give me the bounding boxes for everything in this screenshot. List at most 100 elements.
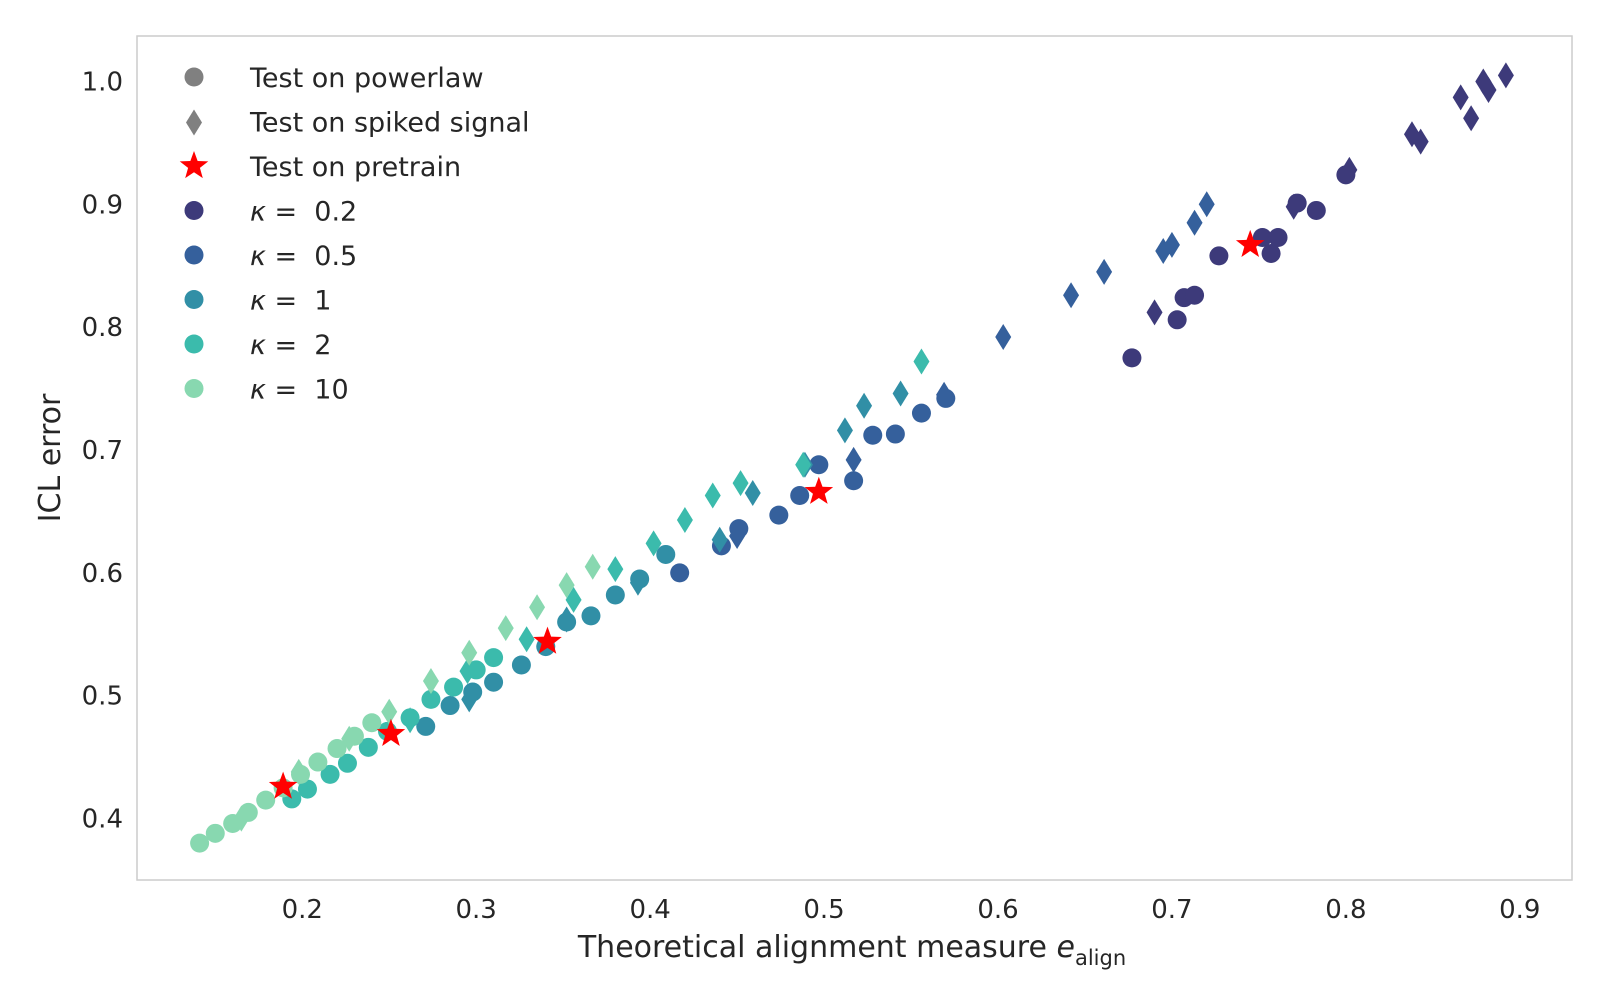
legend-label: κ = 0.2 — [250, 197, 357, 228]
x-tick-label: 0.4 — [629, 895, 670, 925]
y-tick-label: 0.8 — [82, 313, 123, 343]
powerlaw-point — [885, 424, 905, 444]
legend-label: κ = 2 — [250, 330, 331, 361]
spiked-point — [461, 686, 478, 713]
legend-marker-star — [179, 151, 209, 179]
powerlaw-point — [1306, 200, 1326, 220]
spiked-point — [1096, 258, 1113, 285]
powerlaw-point — [440, 696, 460, 716]
powerlaw-point — [1261, 243, 1281, 263]
x-axis-label-subscript: align — [1075, 946, 1126, 970]
x-tick-label: 0.3 — [456, 895, 497, 925]
spiked-point — [402, 707, 419, 734]
spiked-point — [936, 381, 953, 408]
y-tick-label: 0.4 — [82, 805, 123, 835]
powerlaw-point — [416, 716, 436, 736]
spiked-point — [1163, 231, 1180, 258]
legend-label: κ = 1 — [250, 286, 331, 317]
powerlaw-point — [656, 544, 676, 564]
spiked-point — [1146, 299, 1163, 326]
legend-marker-circle — [184, 290, 204, 309]
y-tick-label: 1.0 — [82, 67, 123, 97]
spiked-point — [459, 658, 476, 685]
spiked-point — [1480, 77, 1497, 104]
spiked-point — [290, 758, 307, 785]
y-axis-label: ICL error — [33, 393, 68, 522]
spiked-point — [856, 392, 873, 419]
legend: Test on powerlaw Test on spiked signal Tes… — [179, 63, 530, 406]
powerlaw-point — [337, 753, 357, 773]
x-tick-label: 0.6 — [977, 895, 1018, 925]
spiked-point — [565, 586, 582, 613]
y-tick-label: 0.6 — [82, 559, 123, 589]
y-tick-label: 0.5 — [82, 682, 123, 712]
spiked-point — [233, 805, 250, 832]
pretrain-star — [533, 626, 562, 654]
pretrain-star — [1235, 229, 1265, 257]
spiked-point — [1412, 128, 1429, 155]
powerlaw-point — [444, 677, 464, 697]
powerlaw-point — [358, 737, 378, 757]
powerlaw-point — [190, 833, 210, 853]
powerlaw-point — [256, 790, 276, 810]
y-tick-label: 0.7 — [82, 436, 123, 466]
powerlaw-point — [484, 672, 504, 692]
x-axis-label-text: Theoretical alignment measure — [577, 930, 1047, 965]
legend-label: κ = 10 — [250, 375, 349, 406]
spiked-point — [607, 556, 624, 583]
pretrain-star — [804, 476, 834, 504]
spiked-point — [1497, 62, 1514, 89]
spiked-point — [558, 572, 575, 599]
powerlaw-point — [911, 403, 931, 423]
spiked-point — [1341, 156, 1358, 183]
powerlaw-point — [605, 585, 625, 605]
spiked-point — [676, 507, 693, 534]
pretrain-star — [376, 718, 406, 746]
spiked-point — [744, 480, 761, 507]
spiked-point — [795, 451, 812, 478]
data-marks — [190, 62, 1514, 853]
powerlaw-point — [511, 655, 531, 675]
legend-marker-circle — [184, 334, 204, 354]
spiked-point — [461, 639, 478, 666]
legend-label: Test on pretrain — [249, 152, 461, 183]
powerlaw-point — [320, 764, 340, 784]
spiked-point — [892, 380, 909, 407]
spiked-point — [1285, 193, 1302, 220]
spiked-point — [518, 626, 535, 653]
powerlaw-point — [205, 823, 225, 843]
spiked-point — [341, 725, 358, 752]
legend-label: Test on powerlaw — [249, 63, 484, 94]
powerlaw-point — [327, 739, 347, 759]
powerlaw-point — [308, 752, 328, 772]
x-axis-label-symbol: e — [1056, 930, 1074, 965]
spiked-point — [1063, 282, 1080, 309]
spiked-point — [629, 569, 646, 596]
spiked-point — [1186, 209, 1203, 236]
spiked-point — [1198, 191, 1215, 218]
spiked-point — [845, 446, 862, 473]
powerlaw-point — [1185, 285, 1205, 305]
legend-marker-circle — [184, 67, 204, 87]
spiked-point — [381, 698, 398, 725]
pretrain-star — [268, 771, 298, 799]
powerlaw-point — [809, 455, 829, 475]
powerlaw-point — [670, 563, 690, 583]
powerlaw-point — [844, 471, 864, 491]
y-tick-label: 0.9 — [82, 190, 123, 220]
x-axis-label: Theoretical alignment measure ealign — [577, 930, 1126, 970]
powerlaw-point — [1167, 310, 1187, 330]
spiked-point — [729, 523, 746, 550]
powerlaw-point — [790, 485, 810, 505]
spiked-point — [558, 606, 575, 633]
spiked-point — [732, 470, 749, 497]
x-tick-label: 0.9 — [1499, 895, 1540, 925]
spiked-point — [645, 530, 662, 557]
spiked-point — [711, 526, 728, 553]
axis-ticks: 0.2 0.3 0.4 0.5 0.6 0.7 0.8 0.9 0.4 0.5 0.6 0.7 0.8 0… — [82, 67, 1541, 925]
powerlaw-point — [863, 425, 883, 445]
spiked-point — [1463, 105, 1480, 132]
x-tick-label: 0.5 — [803, 895, 844, 925]
legend-label: κ = 0.5 — [250, 241, 357, 272]
